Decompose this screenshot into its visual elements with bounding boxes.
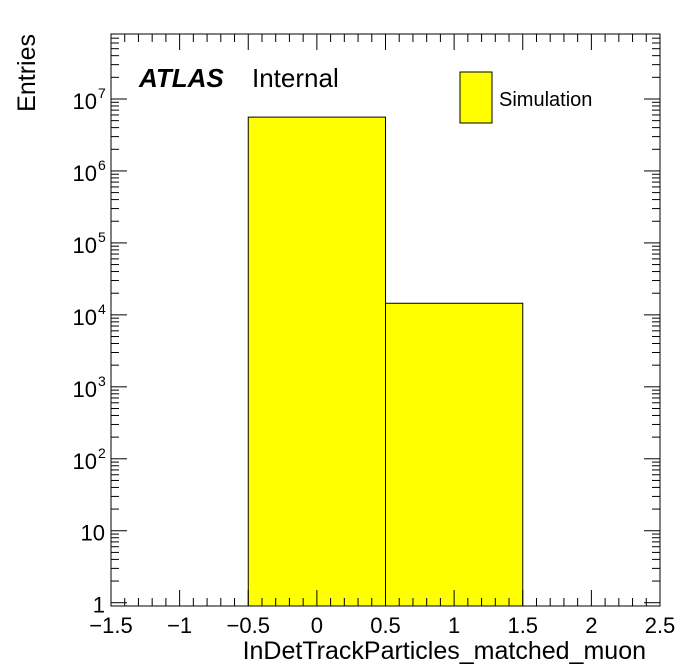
x-axis-label: InDetTrackParticles_matched_muon xyxy=(243,637,646,665)
y-tick-label-exponent: 3 xyxy=(98,373,106,389)
x-tick-label: 1.5 xyxy=(507,613,538,638)
y-tick-label-base: 10 xyxy=(73,161,97,186)
y-tick-label: 10 xyxy=(81,521,105,546)
y-tick-label-base: 10 xyxy=(73,305,97,330)
y-tick-label-exponent: 6 xyxy=(98,157,106,173)
legend: Simulation xyxy=(459,71,592,124)
y-axis-label: Entries xyxy=(13,34,41,112)
y-tick-label-exponent: 4 xyxy=(98,301,106,317)
x-tick-label: 1 xyxy=(448,613,460,638)
histogram-bar-1 xyxy=(385,302,524,607)
y-tick-label-base: 10 xyxy=(73,377,97,402)
y-tick-label-base: 10 xyxy=(73,449,97,474)
x-tick-label: 2.5 xyxy=(645,613,676,638)
internal-label: Internal xyxy=(252,63,339,93)
y-tick-label-base: 10 xyxy=(73,233,97,258)
y-tick-label-exponent: 7 xyxy=(98,85,106,101)
axis-ticks xyxy=(110,33,661,607)
legend-swatch xyxy=(459,71,493,124)
x-tick-label: 0 xyxy=(311,613,323,638)
y-tick-label-exponent: 5 xyxy=(98,229,106,245)
x-tick-labels: −1.5 −1 −0.5 0 0.5 1 1.5 2 2.5 xyxy=(89,613,675,638)
y-tick-label-base: 10 xyxy=(73,89,97,114)
histogram-bars xyxy=(247,116,524,607)
histogram-bar-0 xyxy=(247,116,386,607)
legend-entry-simulation: Simulation xyxy=(499,89,592,111)
x-tick-label: −0.5 xyxy=(227,613,270,638)
y-tick-label: 1 xyxy=(93,593,105,618)
x-tick-label: 0.5 xyxy=(370,613,401,638)
x-tick-label: −1 xyxy=(167,613,192,638)
atlas-label: ATLAS xyxy=(138,63,224,93)
x-tick-label: −1.5 xyxy=(89,613,132,638)
y-tick-label-exponent: 2 xyxy=(98,445,106,461)
x-tick-label: 2 xyxy=(585,613,597,638)
